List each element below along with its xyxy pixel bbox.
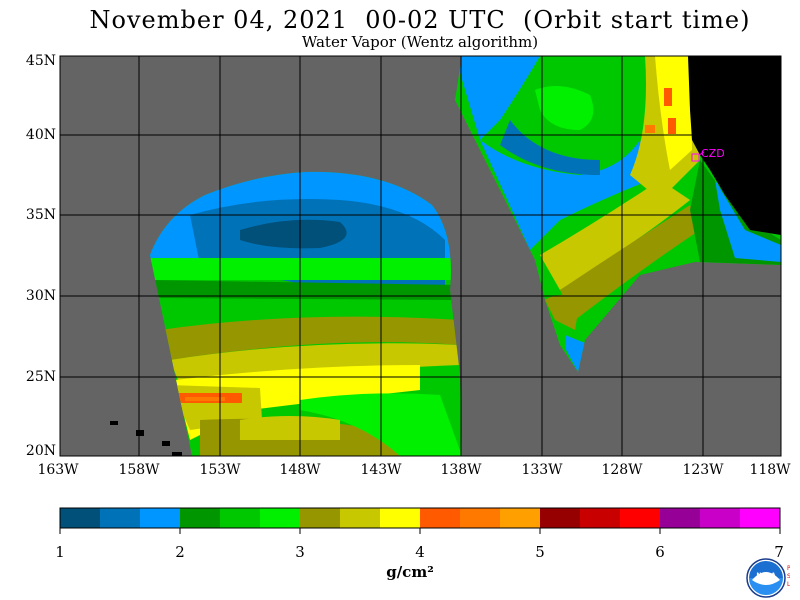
hawaiian-islands xyxy=(110,421,182,456)
graticule xyxy=(60,56,781,456)
colorbar-swatch xyxy=(540,508,581,528)
colorbar-units: g/cm² xyxy=(386,563,434,581)
colorbar-label: 7 xyxy=(774,543,784,561)
colorbar-label: 4 xyxy=(415,543,425,561)
lon-label: 133W xyxy=(521,462,563,478)
lat-label: 45N xyxy=(25,53,56,69)
colorbar-swatch xyxy=(580,508,621,528)
station-marker xyxy=(691,151,705,162)
colorbar-swatch xyxy=(260,508,301,528)
lon-label: 148W xyxy=(279,462,321,478)
map-subtitle: Water Vapor (Wentz algorithm) xyxy=(301,33,539,51)
colorbar xyxy=(59,507,781,534)
lon-label: 163W xyxy=(37,462,79,478)
colorbar-label: 6 xyxy=(655,543,665,561)
colorbar-swatch xyxy=(380,508,421,528)
lat-label: 20N xyxy=(25,443,56,459)
colorbar-swatch xyxy=(620,508,661,528)
map-frame xyxy=(59,55,782,457)
map-title: November 04, 2021 00-02 UTC (Orbit start… xyxy=(89,6,751,34)
lat-label: 40N xyxy=(25,127,56,143)
station-label: CZD xyxy=(701,147,725,160)
lon-label: 138W xyxy=(440,462,482,478)
lon-label: 118W xyxy=(749,462,791,478)
colorbar-label: 1 xyxy=(55,543,65,561)
svg-text:S: S xyxy=(787,573,790,580)
lat-label: 30N xyxy=(25,288,56,304)
svg-text:P: P xyxy=(787,565,790,572)
colorbar-swatch xyxy=(140,508,181,528)
colorbar-label: 2 xyxy=(175,543,185,561)
colorbar-swatch xyxy=(340,508,381,528)
colorbar-swatch xyxy=(420,508,461,528)
svg-text:L: L xyxy=(787,581,790,588)
colorbar-swatch xyxy=(300,508,341,528)
colorbar-label: 3 xyxy=(295,543,305,561)
lon-label: 153W xyxy=(199,462,241,478)
lon-label: 158W xyxy=(118,462,160,478)
svg-text:NOAA: NOAA xyxy=(756,572,776,579)
lon-label: 143W xyxy=(360,462,402,478)
colorbar-swatch xyxy=(660,508,701,528)
noaa-logo: NOAA P S L xyxy=(746,558,790,598)
colorbar-swatch xyxy=(740,508,781,528)
colorbar-label: 5 xyxy=(535,543,545,561)
lat-label: 25N xyxy=(25,369,56,385)
land-california xyxy=(688,56,781,235)
swath-west xyxy=(150,171,462,456)
colorbar-swatch xyxy=(60,508,101,528)
lat-label: 35N xyxy=(25,207,56,223)
colorbar-swatch xyxy=(100,508,141,528)
colorbar-swatch xyxy=(500,508,541,528)
colorbar-swatch xyxy=(460,508,501,528)
colorbar-swatch xyxy=(700,508,741,528)
colorbar-swatch xyxy=(180,508,221,528)
lon-label: 128W xyxy=(601,462,643,478)
colorbar-swatch xyxy=(220,508,261,528)
lon-label: 123W xyxy=(682,462,724,478)
